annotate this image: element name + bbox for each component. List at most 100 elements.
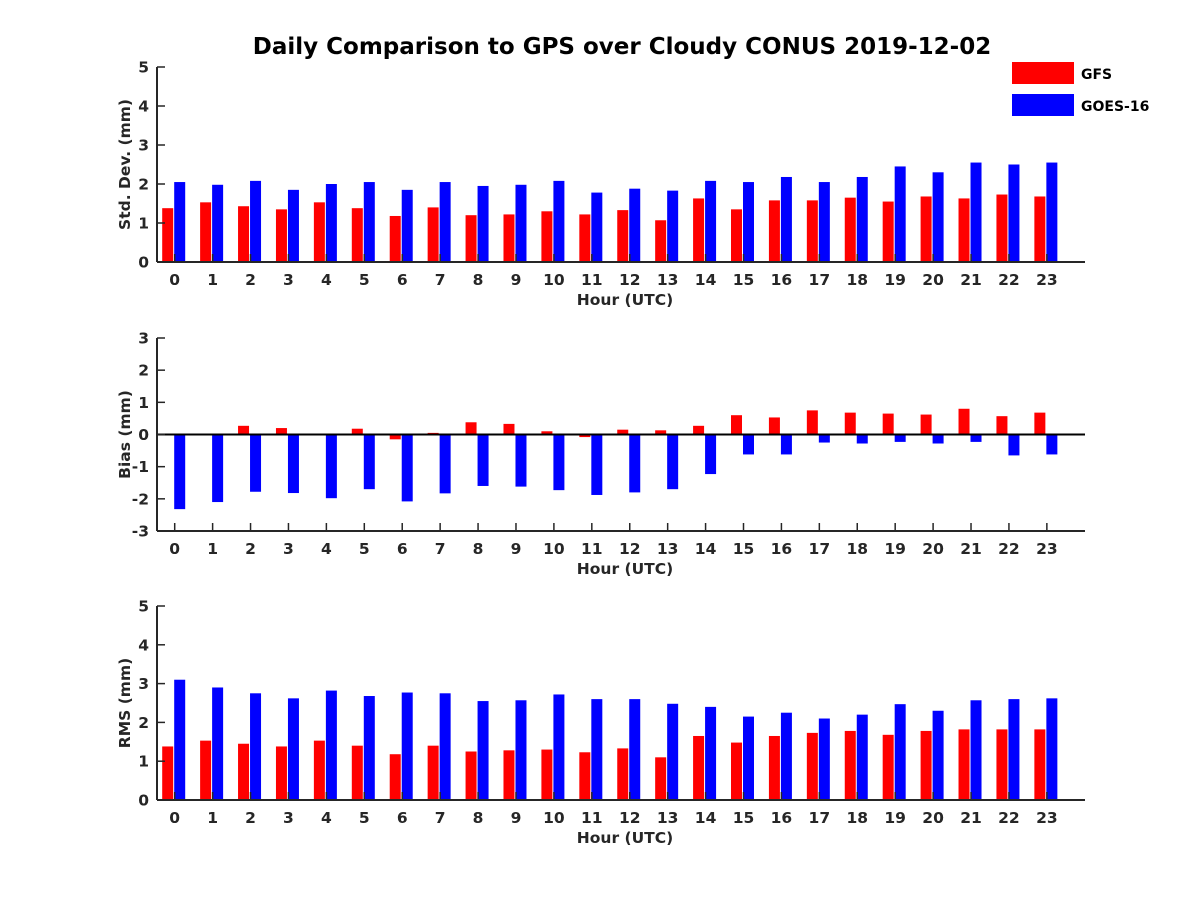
rms-bar-gfs-14 [693, 735, 705, 800]
rms-x-tick-label: 8 [473, 809, 484, 827]
std-dev-y-tick-label: 2 [138, 176, 149, 194]
rms-bar-goes16-16 [780, 712, 792, 800]
bias-bar-goes16-6 [401, 434, 413, 502]
rms-bar-goes16-6 [401, 692, 413, 800]
rms-y-tick-label: 3 [138, 675, 149, 693]
bias-bar-goes16-4 [325, 434, 337, 499]
std-dev-bar-gfs-6 [389, 215, 401, 262]
rms-bar-goes16-1 [212, 687, 224, 800]
bias-bar-gfs-15 [731, 415, 742, 435]
rms-bar-goes16-3 [287, 698, 299, 800]
bias-y-tick-label: 3 [138, 330, 149, 348]
rms-x-tick-label: 17 [809, 809, 831, 827]
bias-x-tick-label: 7 [435, 540, 446, 558]
bias-bar-gfs-12 [617, 429, 629, 435]
std-dev-y-tick-label: 1 [138, 215, 149, 233]
std-dev-x-tick-label: 21 [960, 271, 982, 289]
bias-x-tick-label: 10 [543, 540, 565, 558]
std-dev-bar-goes16-9 [515, 184, 527, 262]
bias-x-tick-label: 20 [922, 540, 944, 558]
rms-bar-gfs-2 [238, 743, 250, 800]
std-dev-bar-goes16-18 [856, 176, 868, 262]
rms-bar-goes16-10 [553, 694, 565, 800]
bias-bar-goes16-12 [629, 434, 641, 493]
std-dev-y-tick-label: 3 [138, 137, 149, 155]
legend: GFS GOES-16 [1012, 62, 1149, 116]
std-dev-bar-goes16-22 [1008, 164, 1020, 262]
rms-x-tick-label: 0 [169, 809, 180, 827]
bias-x-tick-label: 5 [359, 540, 370, 558]
bias-x-tick-label: 11 [581, 540, 603, 558]
std-dev-y-tick-label: 0 [138, 254, 149, 272]
std-dev-bar-goes16-0 [174, 182, 186, 262]
rms-bar-gfs-3 [275, 746, 287, 800]
bias-x-tick-label: 13 [657, 540, 679, 558]
bias-bar-gfs-23 [1034, 412, 1046, 435]
rms-bar-gfs-12 [617, 748, 629, 800]
std-dev-x-tick-label: 15 [733, 271, 755, 289]
rms-bar-gfs-17 [806, 732, 818, 800]
std-dev-bar-goes16-16 [780, 176, 792, 262]
bias-x-tick-label: 0 [169, 540, 180, 558]
bias-bar-goes16-13 [667, 434, 679, 490]
bias-bar-goes16-11 [591, 434, 603, 495]
legend-label-goes16: GOES-16 [1081, 99, 1149, 115]
bias-bar-gfs-17 [806, 410, 818, 435]
std-dev-bar-goes16-20 [932, 172, 944, 262]
std-dev-bar-goes16-4 [325, 184, 337, 262]
std-dev-x-tick-label: 4 [321, 271, 332, 289]
bias-bar-goes16-15 [743, 434, 754, 455]
bias-x-tick-label: 22 [998, 540, 1020, 558]
std-dev-x-tick-label: 23 [1036, 271, 1058, 289]
bias-x-tick-label: 8 [473, 540, 484, 558]
std-dev-bar-goes16-5 [363, 182, 375, 262]
bias-x-tick-label: 1 [207, 540, 218, 558]
bias-bar-goes16-9 [515, 434, 527, 487]
bias-y-tick-label: -2 [132, 490, 149, 508]
rms-bar-goes16-11 [591, 699, 603, 800]
std-dev-bar-goes16-14 [705, 180, 717, 262]
rms-x-tick-label: 5 [359, 809, 370, 827]
std-dev-bar-goes16-12 [629, 188, 641, 262]
legend-swatch-goes16 [1012, 94, 1074, 116]
rms-bar-gfs-20 [920, 730, 932, 800]
std-dev-bar-goes16-6 [401, 189, 413, 262]
rms-bar-goes16-23 [1046, 698, 1058, 800]
bias-x-tick-label: 17 [809, 540, 831, 558]
rms-x-tick-label: 22 [998, 809, 1020, 827]
std-dev-bar-gfs-18 [844, 197, 856, 262]
std-dev-x-tick-label: 14 [695, 271, 717, 289]
rms-bar-goes16-19 [894, 704, 906, 800]
std-dev-bar-goes16-2 [250, 180, 262, 262]
std-dev-bar-goes16-19 [894, 166, 906, 262]
std-dev-bar-gfs-8 [465, 215, 477, 262]
bias-y-tick-label: -1 [132, 458, 149, 476]
rms-y-tick-label: 0 [138, 792, 149, 810]
bias-bar-goes16-17 [818, 434, 830, 443]
rms-bar-goes16-12 [629, 699, 641, 800]
bias-bar-goes16-3 [287, 434, 299, 494]
std-dev-bar-goes16-21 [970, 162, 982, 262]
bias-x-tick-label: 4 [321, 540, 332, 558]
bias-y-tick-label: 1 [138, 394, 149, 412]
figure-title: Daily Comparison to GPS over Cloudy CONU… [253, 34, 991, 60]
rms-x-tick-label: 20 [922, 809, 944, 827]
bias-x-tick-label: 12 [619, 540, 641, 558]
std-dev-x-tick-label: 12 [619, 271, 641, 289]
rms-bar-gfs-10 [541, 749, 553, 800]
std-dev-x-tick-label: 16 [771, 271, 793, 289]
bias-x-tick-label: 2 [245, 540, 256, 558]
std-dev-x-axis-label: Hour (UTC) [577, 291, 673, 309]
bias-bar-gfs-20 [920, 414, 932, 435]
rms-x-tick-label: 15 [733, 809, 755, 827]
legend-swatch-gfs [1012, 62, 1074, 84]
std-dev-x-tick-label: 3 [283, 271, 294, 289]
std-dev-bar-gfs-13 [655, 220, 667, 262]
rms-bar-goes16-9 [515, 700, 527, 800]
std-dev-y-tick-label: 5 [138, 59, 149, 77]
bias-bar-goes16-18 [856, 434, 868, 444]
std-dev-bar-gfs-1 [200, 202, 212, 262]
std-dev-x-tick-label: 1 [207, 271, 218, 289]
bias-x-tick-label: 3 [283, 540, 294, 558]
std-dev-x-tick-label: 0 [169, 271, 180, 289]
